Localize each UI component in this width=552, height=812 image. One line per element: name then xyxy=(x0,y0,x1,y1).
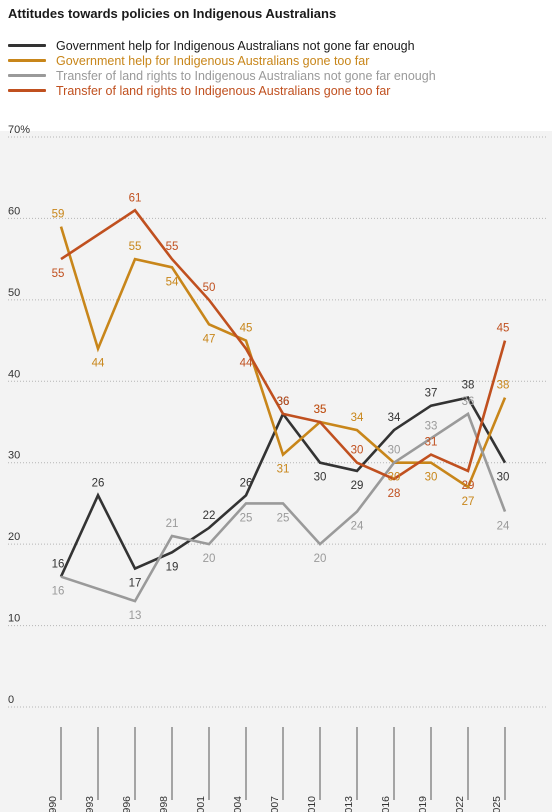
data-label: 30 xyxy=(425,472,438,484)
data-label: 30 xyxy=(388,472,401,484)
data-label: 47 xyxy=(203,333,216,345)
data-label: 33 xyxy=(425,420,438,432)
data-label: 44 xyxy=(240,358,253,370)
x-tick-label: 2013 xyxy=(343,796,355,812)
x-tick-label: 2007 xyxy=(269,796,281,812)
data-label: 31 xyxy=(425,437,438,449)
data-label: 34 xyxy=(351,412,364,424)
plot-background xyxy=(0,131,552,812)
data-label: 55 xyxy=(166,241,179,253)
data-label: 45 xyxy=(497,323,510,335)
x-tick-label: 1990 xyxy=(47,796,59,812)
data-label: 16 xyxy=(52,559,65,571)
legend-swatch-land-not-far-enough xyxy=(8,74,46,77)
legend-item-govt-not-far-enough: Government help for Indigenous Australia… xyxy=(8,38,436,53)
legend-label-govt-too-far: Government help for Indigenous Australia… xyxy=(56,53,370,68)
data-label: 30 xyxy=(314,472,327,484)
data-label: 13 xyxy=(129,610,142,622)
x-tick-label: 2022 xyxy=(454,796,466,812)
data-label: 30 xyxy=(388,445,401,457)
y-tick-label: 30 xyxy=(8,450,20,462)
data-label: 27 xyxy=(462,496,475,508)
legend-label-land-not-far-enough: Transfer of land rights to Indigenous Au… xyxy=(56,68,436,83)
data-label: 30 xyxy=(497,472,510,484)
legend-swatch-govt-too-far xyxy=(8,59,46,62)
x-tick-label: 1996 xyxy=(121,796,133,812)
data-label: 45 xyxy=(240,323,253,335)
y-tick-label: 10 xyxy=(8,613,20,625)
data-label: 22 xyxy=(203,510,216,522)
series-line-3 xyxy=(60,208,507,481)
data-label: 36 xyxy=(462,396,475,408)
data-label: 36 xyxy=(277,396,290,408)
x-tick-label: 1998 xyxy=(158,796,170,812)
series-line-1 xyxy=(59,226,507,490)
chart-title: Attitudes towards policies on Indigenous… xyxy=(8,6,337,21)
y-tick-label: 70% xyxy=(8,124,30,136)
data-label: 59 xyxy=(52,209,65,221)
y-tick-label: 20 xyxy=(8,531,20,543)
data-label: 29 xyxy=(351,480,364,492)
data-label: 50 xyxy=(203,282,216,294)
x-tick-label: 2004 xyxy=(232,796,244,812)
data-label: 25 xyxy=(240,512,253,524)
data-label: 38 xyxy=(497,380,510,392)
y-tick-label: 60 xyxy=(8,205,20,217)
data-label: 28 xyxy=(388,488,401,500)
data-label: 55 xyxy=(52,268,65,280)
data-label: 24 xyxy=(351,521,364,533)
y-tick-label: 40 xyxy=(8,368,20,380)
data-label: 31 xyxy=(277,464,290,476)
data-label: 16 xyxy=(52,586,65,598)
data-label: 35 xyxy=(314,404,327,416)
data-label: 54 xyxy=(166,276,179,288)
legend-swatch-land-too-far xyxy=(8,89,46,92)
data-label: 38 xyxy=(462,380,475,392)
y-tick-label: 50 xyxy=(8,287,20,299)
data-label: 29 xyxy=(462,480,475,492)
x-tick-label: 2025 xyxy=(491,796,503,812)
legend-swatch-govt-not-far-enough xyxy=(8,44,46,47)
data-label: 34 xyxy=(388,412,401,424)
data-label: 37 xyxy=(425,388,438,400)
x-tick-label: 1993 xyxy=(84,796,96,812)
data-label: 24 xyxy=(497,521,510,533)
data-label: 25 xyxy=(277,512,290,524)
data-label: 30 xyxy=(351,445,364,457)
y-tick-label: 0 xyxy=(8,694,14,706)
data-label: 26 xyxy=(92,477,105,489)
legend-item-land-not-far-enough: Transfer of land rights to Indigenous Au… xyxy=(8,68,436,83)
data-label: 44 xyxy=(92,358,105,370)
x-tick-label: 2019 xyxy=(417,796,429,812)
data-label: 19 xyxy=(166,561,179,573)
data-label: 55 xyxy=(129,241,142,253)
data-label: 17 xyxy=(129,578,142,590)
chart-legend: Government help for Indigenous Australia… xyxy=(8,38,436,98)
legend-item-land-too-far: Transfer of land rights to Indigenous Au… xyxy=(8,83,436,98)
data-label: 20 xyxy=(203,553,216,565)
x-tick-label: 2010 xyxy=(306,796,318,812)
legend-label-land-too-far: Transfer of land rights to Indigenous Au… xyxy=(56,83,391,98)
data-label: 21 xyxy=(166,518,179,530)
legend-item-govt-too-far: Government help for Indigenous Australia… xyxy=(8,53,436,68)
data-label: 36 xyxy=(277,396,290,408)
data-label: 35 xyxy=(314,404,327,416)
x-tick-label: 2016 xyxy=(380,796,392,812)
data-label: 26 xyxy=(240,477,253,489)
series-line-0 xyxy=(59,396,507,578)
data-label: 20 xyxy=(314,553,327,565)
series-line-2 xyxy=(60,411,507,603)
x-tick-label: 2001 xyxy=(195,796,207,812)
data-label: 61 xyxy=(129,192,142,204)
legend-label-govt-not-far-enough: Government help for Indigenous Australia… xyxy=(56,38,415,53)
